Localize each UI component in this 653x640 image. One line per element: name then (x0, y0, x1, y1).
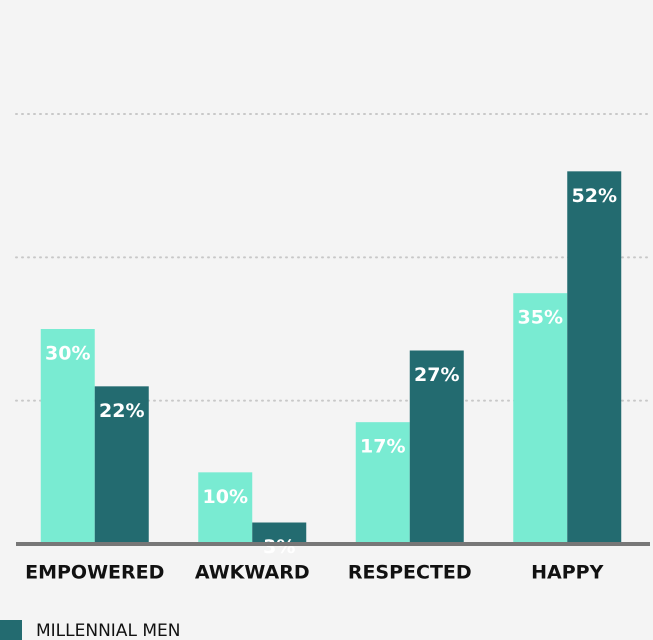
x-tick-label: HAPPY (531, 562, 603, 584)
bar (355, 422, 410, 544)
bar (252, 522, 307, 544)
value-label: 10% (203, 486, 248, 508)
bar (40, 329, 95, 544)
value-label: 27% (414, 364, 459, 386)
value-label: 52% (572, 185, 617, 207)
value-label: 22% (99, 400, 144, 422)
bar (94, 386, 149, 544)
value-label: 3% (263, 536, 295, 558)
value-label: 17% (360, 436, 405, 458)
bar (409, 350, 464, 544)
value-label: 35% (518, 307, 563, 329)
bar (513, 293, 568, 544)
legend-label: MILLENNIAL MEN (36, 621, 180, 640)
x-tick-label: AWKWARD (195, 562, 310, 584)
legend-swatch (0, 620, 22, 640)
x-tick-label: EMPOWERED (25, 562, 164, 584)
bar (198, 472, 253, 544)
value-label: 30% (45, 343, 90, 365)
bar (567, 171, 622, 545)
x-tick-label: RESPECTED (348, 562, 472, 584)
